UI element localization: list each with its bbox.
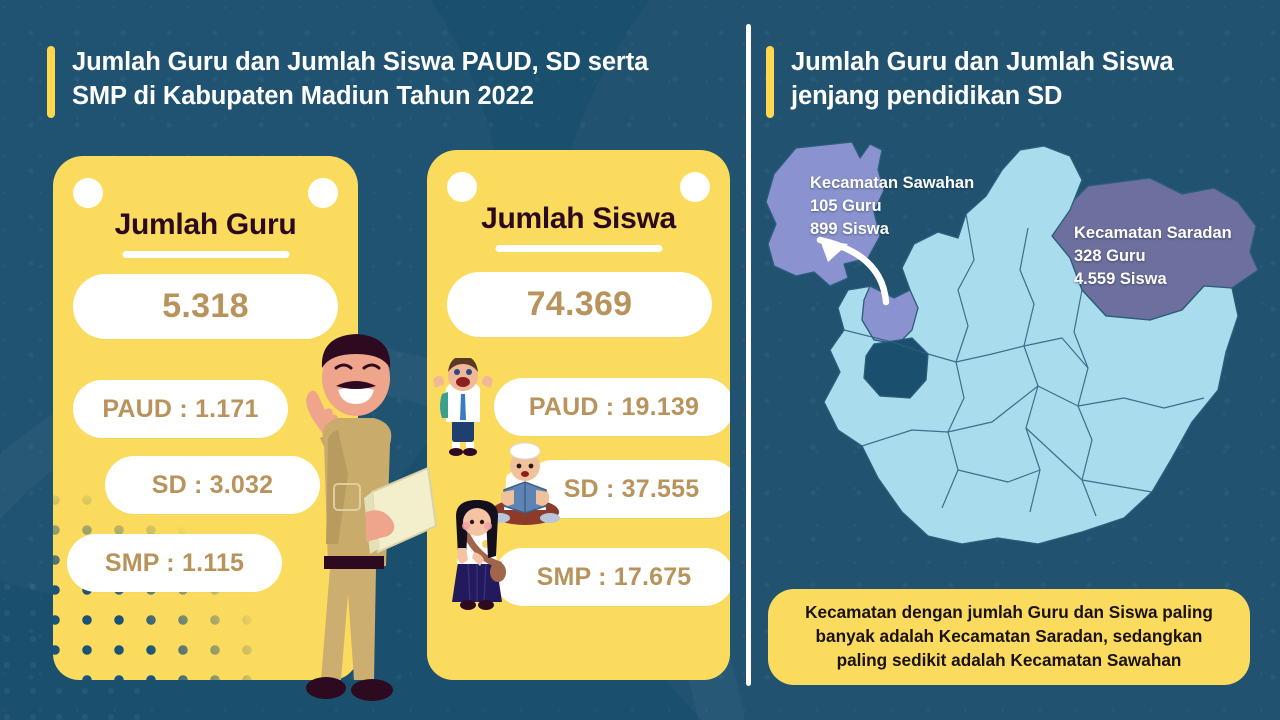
madiun-regency-map (765, 141, 1259, 545)
boy-tie (460, 394, 466, 420)
boy-shorts (452, 420, 474, 442)
boy-eye-left (454, 369, 460, 375)
map-boundary-7 (1037, 385, 1205, 409)
boy-hair (448, 358, 478, 372)
boy-arm-right (482, 375, 493, 388)
left-panel-title-text: Jumlah Guru dan Jumlah Siswa PAUD, SD se… (72, 48, 649, 110)
teacher-moustache (336, 381, 376, 389)
girl-shoe-right (478, 600, 494, 610)
girl-blush-left (462, 522, 470, 530)
santri-eye-right (528, 463, 534, 469)
map-boundary-6 (1023, 337, 1089, 369)
girl-bag (490, 562, 506, 582)
map-label-sawahan: Kecamatan Sawahan 105 Guru 899 Siswa (810, 174, 975, 238)
summary-note-text: Kecamatan dengan jumlah Guru dan Siswa p… (805, 602, 1213, 670)
map-enclave-kota-madiun[interactable] (863, 337, 929, 399)
teacher-eye-right (362, 363, 381, 370)
girl-hand-left (457, 548, 468, 564)
student-santri-illustration (490, 442, 560, 525)
santri-hand-left (500, 490, 514, 506)
girl-blush-right (484, 522, 492, 530)
girl-face (463, 508, 491, 536)
santri-face (510, 451, 540, 481)
siswa-total-value: 74.369 (447, 272, 712, 337)
summary-note-box: Kecamatan dengan jumlah Guru dan Siswa p… (768, 589, 1250, 685)
map-boundary-11 (957, 469, 1041, 483)
teacher-shoe-right (351, 679, 393, 701)
teacher-shoe-left (306, 677, 346, 699)
girl-eye-right (479, 519, 485, 525)
boy-arm-left (433, 375, 444, 388)
map-boundary-8 (1025, 427, 1153, 493)
teacher-eye-left (334, 363, 353, 370)
right-panel-title: Jumlah Guru dan Jumlah Siswa jenjang pen… (766, 46, 1266, 118)
punch-hole-left-icon (73, 178, 103, 208)
map-region-sawahan-mainland[interactable] (861, 285, 919, 345)
santri-mouth (521, 471, 529, 477)
guru-total-value: 5.318 (73, 274, 338, 339)
boy-face (448, 361, 478, 391)
stat-card-guru: Jumlah Guru 5.318 PAUD : 1.171 SD : 3.03… (53, 156, 358, 680)
title-accent-bar (47, 46, 55, 118)
map-boundary-10 (861, 429, 949, 447)
teacher-mouth (338, 387, 374, 404)
girl-bag-strap (462, 530, 502, 568)
card-heading: Jumlah Guru (114, 208, 297, 241)
santri-hand-right (536, 490, 550, 506)
santri-peci-cap (509, 442, 541, 460)
card-underline (122, 251, 289, 258)
map-boundary-3 (927, 345, 1025, 363)
girl-fringe (463, 500, 491, 514)
boy-sock-right (466, 442, 474, 450)
guru-paud-value: PAUD : 1.171 (73, 380, 288, 438)
card-underline (495, 245, 662, 252)
girl-skirt-pleats (467, 561, 487, 603)
teacher-illustration (306, 334, 438, 701)
guru-smp-value: SMP : 1.115 (67, 534, 282, 592)
santri-eye-left (516, 463, 522, 469)
santri-shoe-right (540, 513, 560, 523)
map-container (752, 140, 1272, 580)
map-boundary-4 (843, 329, 929, 355)
teacher-pocket (333, 483, 361, 511)
punch-hole-right-icon (680, 172, 710, 202)
title-accent-bar (766, 46, 774, 118)
siswa-sd-value: SD : 37.555 (524, 460, 730, 518)
student-boy-illustration (433, 358, 493, 456)
card-heading: Jumlah Siswa (481, 202, 676, 235)
left-panel-title: Jumlah Guru dan Jumlah Siswa PAUD, SD se… (47, 46, 737, 118)
boy-eye-right (466, 369, 472, 375)
siswa-smp-value: SMP : 17.675 (494, 548, 730, 606)
teacher-hand-holding (366, 510, 395, 542)
siswa-paud-value: PAUD : 19.139 (494, 378, 730, 436)
boy-mouth (456, 377, 470, 387)
map-label-saradan: Kecamatan Saradan 328 Guru 4.559 Siswa (1074, 224, 1232, 288)
boy-shoe-right (463, 448, 477, 456)
student-girl-illustration (452, 500, 506, 610)
boy-backpack-strap (440, 392, 448, 418)
boy-shoe-left (449, 448, 463, 456)
teacher-hat (321, 334, 391, 368)
punch-hole-left-icon (447, 172, 477, 202)
guru-sd-value: SD : 3.032 (105, 456, 320, 514)
girl-shoe-left (460, 600, 476, 610)
teacher-legs (321, 568, 376, 680)
boy-sock-left (452, 442, 460, 450)
punch-hole-right-icon (308, 178, 338, 208)
teacher-belt (324, 556, 384, 569)
teacher-vest (326, 430, 348, 544)
teacher-face (322, 340, 390, 416)
girl-hand-right (472, 552, 484, 566)
map-boundary-9 (947, 385, 1039, 433)
girl-eye-left (469, 519, 475, 525)
right-panel-title-text: Jumlah Guru dan Jumlah Siswa jenjang pen… (791, 48, 1174, 110)
panel-divider (746, 24, 751, 686)
map-pointer-arrowhead-icon (820, 240, 848, 262)
map-boundary-2 (1019, 227, 1041, 513)
